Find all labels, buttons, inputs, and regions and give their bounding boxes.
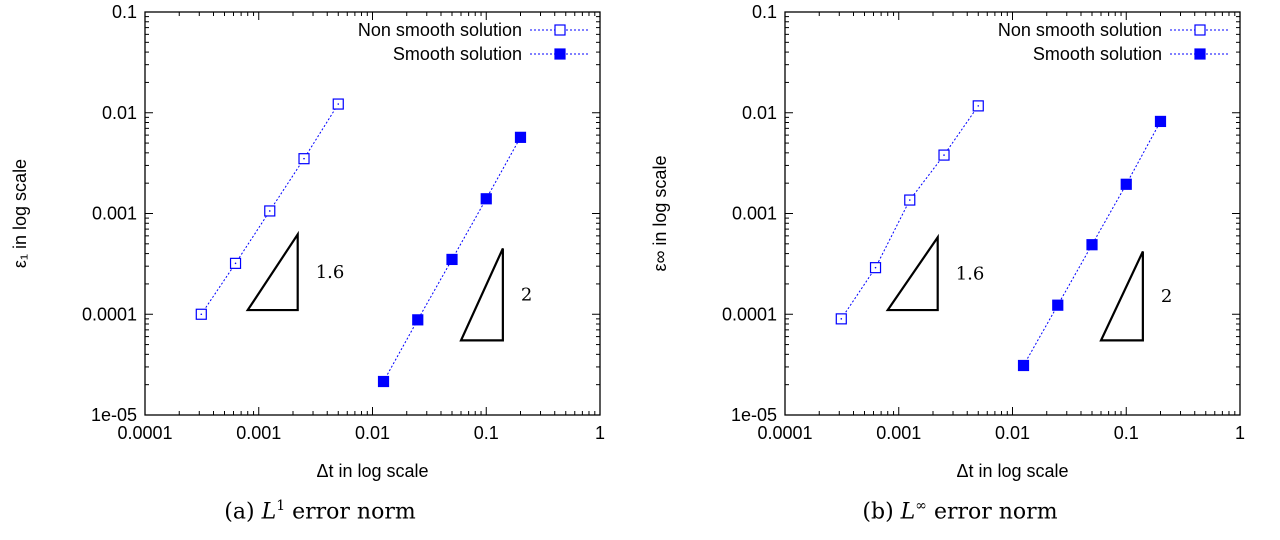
slope-triangle [459,247,504,342]
caption-label: (b) [862,499,894,525]
y-tick-label: 1e-05 [731,405,777,425]
y-tick-label: 0.001 [732,204,777,224]
y-tick-label: 0.001 [92,204,137,224]
data-point [1052,299,1064,311]
caption-linf: (b) L∞ error norm [640,498,1280,524]
caption-norm-sup: 1 [276,498,286,514]
x-axis-label: Δt in log scale [316,461,428,481]
slope-triangle [1099,250,1144,342]
series-line [840,105,979,320]
chart-svg-l1: 0.0001 0.001 0.01 0.1 11e-050.00010.0010.010… [10,2,605,481]
legend-label: Smooth solution [1033,44,1162,64]
legend-marker [554,24,566,36]
slope-label: 2 [1161,286,1172,307]
x-tick-label: 0.0001 [757,423,812,443]
data-point-dot [234,262,237,265]
caption-norm-symbol: L [261,499,277,525]
x-tick-label: 0.0001 [117,423,172,443]
legend-marker [1194,48,1206,60]
legend-label: Smooth solution [393,44,522,64]
y-tick-label: 0.1 [112,2,137,22]
data-point-dot [977,105,980,107]
data-point [480,193,492,205]
x-tick-label: 0.01 [995,423,1030,443]
caption-norm-symbol: L [900,499,916,525]
series-line [383,137,521,382]
caption-norm-sup: ∞ [915,498,927,514]
slope-label: 1.6 [316,262,345,283]
data-point-dot [268,210,271,212]
caption-l1: (a) L1 error norm [0,498,640,524]
data-point [514,131,527,143]
slope-triangle [245,230,299,312]
data-point-dot [908,199,911,201]
legend-marker [1194,24,1206,36]
data-point [1086,239,1098,251]
x-tick-label: 1 [595,423,605,443]
x-tick-label: 0.01 [355,423,390,443]
slope-label: 1.6 [956,264,985,285]
x-tick-label: 1 [1235,423,1245,443]
x-axis-label: Δt in log scale [956,461,1068,481]
caption-label: (a) [224,499,255,525]
y-tick-label: 0.01 [102,103,137,123]
y-tick-label: 1e-05 [91,405,137,425]
data-point-dot [200,313,203,316]
data-point [1154,115,1167,128]
y-axis-label: ε₁ in log scale [10,159,30,268]
y-tick-label: 0.1 [752,2,777,22]
caption-rest: error norm [933,499,1058,525]
chart-panel-linf: 0.0001 0.001 0.01 0.1 1 1e-05 0.0001 0.001 0.01 0… [640,0,1280,540]
y-tick-label: 0.0001 [722,304,777,324]
caption-rest: error norm [292,499,416,525]
chart-svg-linf: 0.0001 0.001 0.01 0.1 11e-050.00010.0010.010… [650,2,1245,481]
data-point-dot [303,157,305,160]
slope-label: 2 [521,284,532,305]
series-line [200,103,339,315]
data-point-dot [840,318,843,320]
y-tick-label: 0.0001 [82,304,137,324]
chart-panel-l1: 0.0001 0.001 0.01 0.1 1 1e-05 0.0001 0.001 0.01 0… [0,2,640,524]
data-point [1120,178,1132,190]
legend-marker [554,48,566,60]
series-line [1023,121,1161,366]
x-tick-label: 0.1 [474,423,499,443]
y-axis-label: ε∞ in log scale [650,156,670,272]
data-point [1017,359,1030,372]
data-point-dot [874,266,877,269]
legend-label: Non smooth solution [358,20,522,40]
x-tick-label: 0.1 [1114,423,1139,443]
plot-frame [144,11,601,416]
x-tick-label: 0.001 [876,423,921,443]
y-tick-label: 0.01 [742,103,777,123]
slope-triangle [885,233,939,312]
data-point-dot [943,154,945,156]
data-point [412,314,424,326]
x-tick-label: 0.001 [236,423,281,443]
data-point-dot [337,103,340,105]
data-point [446,253,458,266]
data-point [377,375,390,388]
plot-frame [784,11,1241,416]
legend-label: Non smooth solution [998,20,1162,40]
